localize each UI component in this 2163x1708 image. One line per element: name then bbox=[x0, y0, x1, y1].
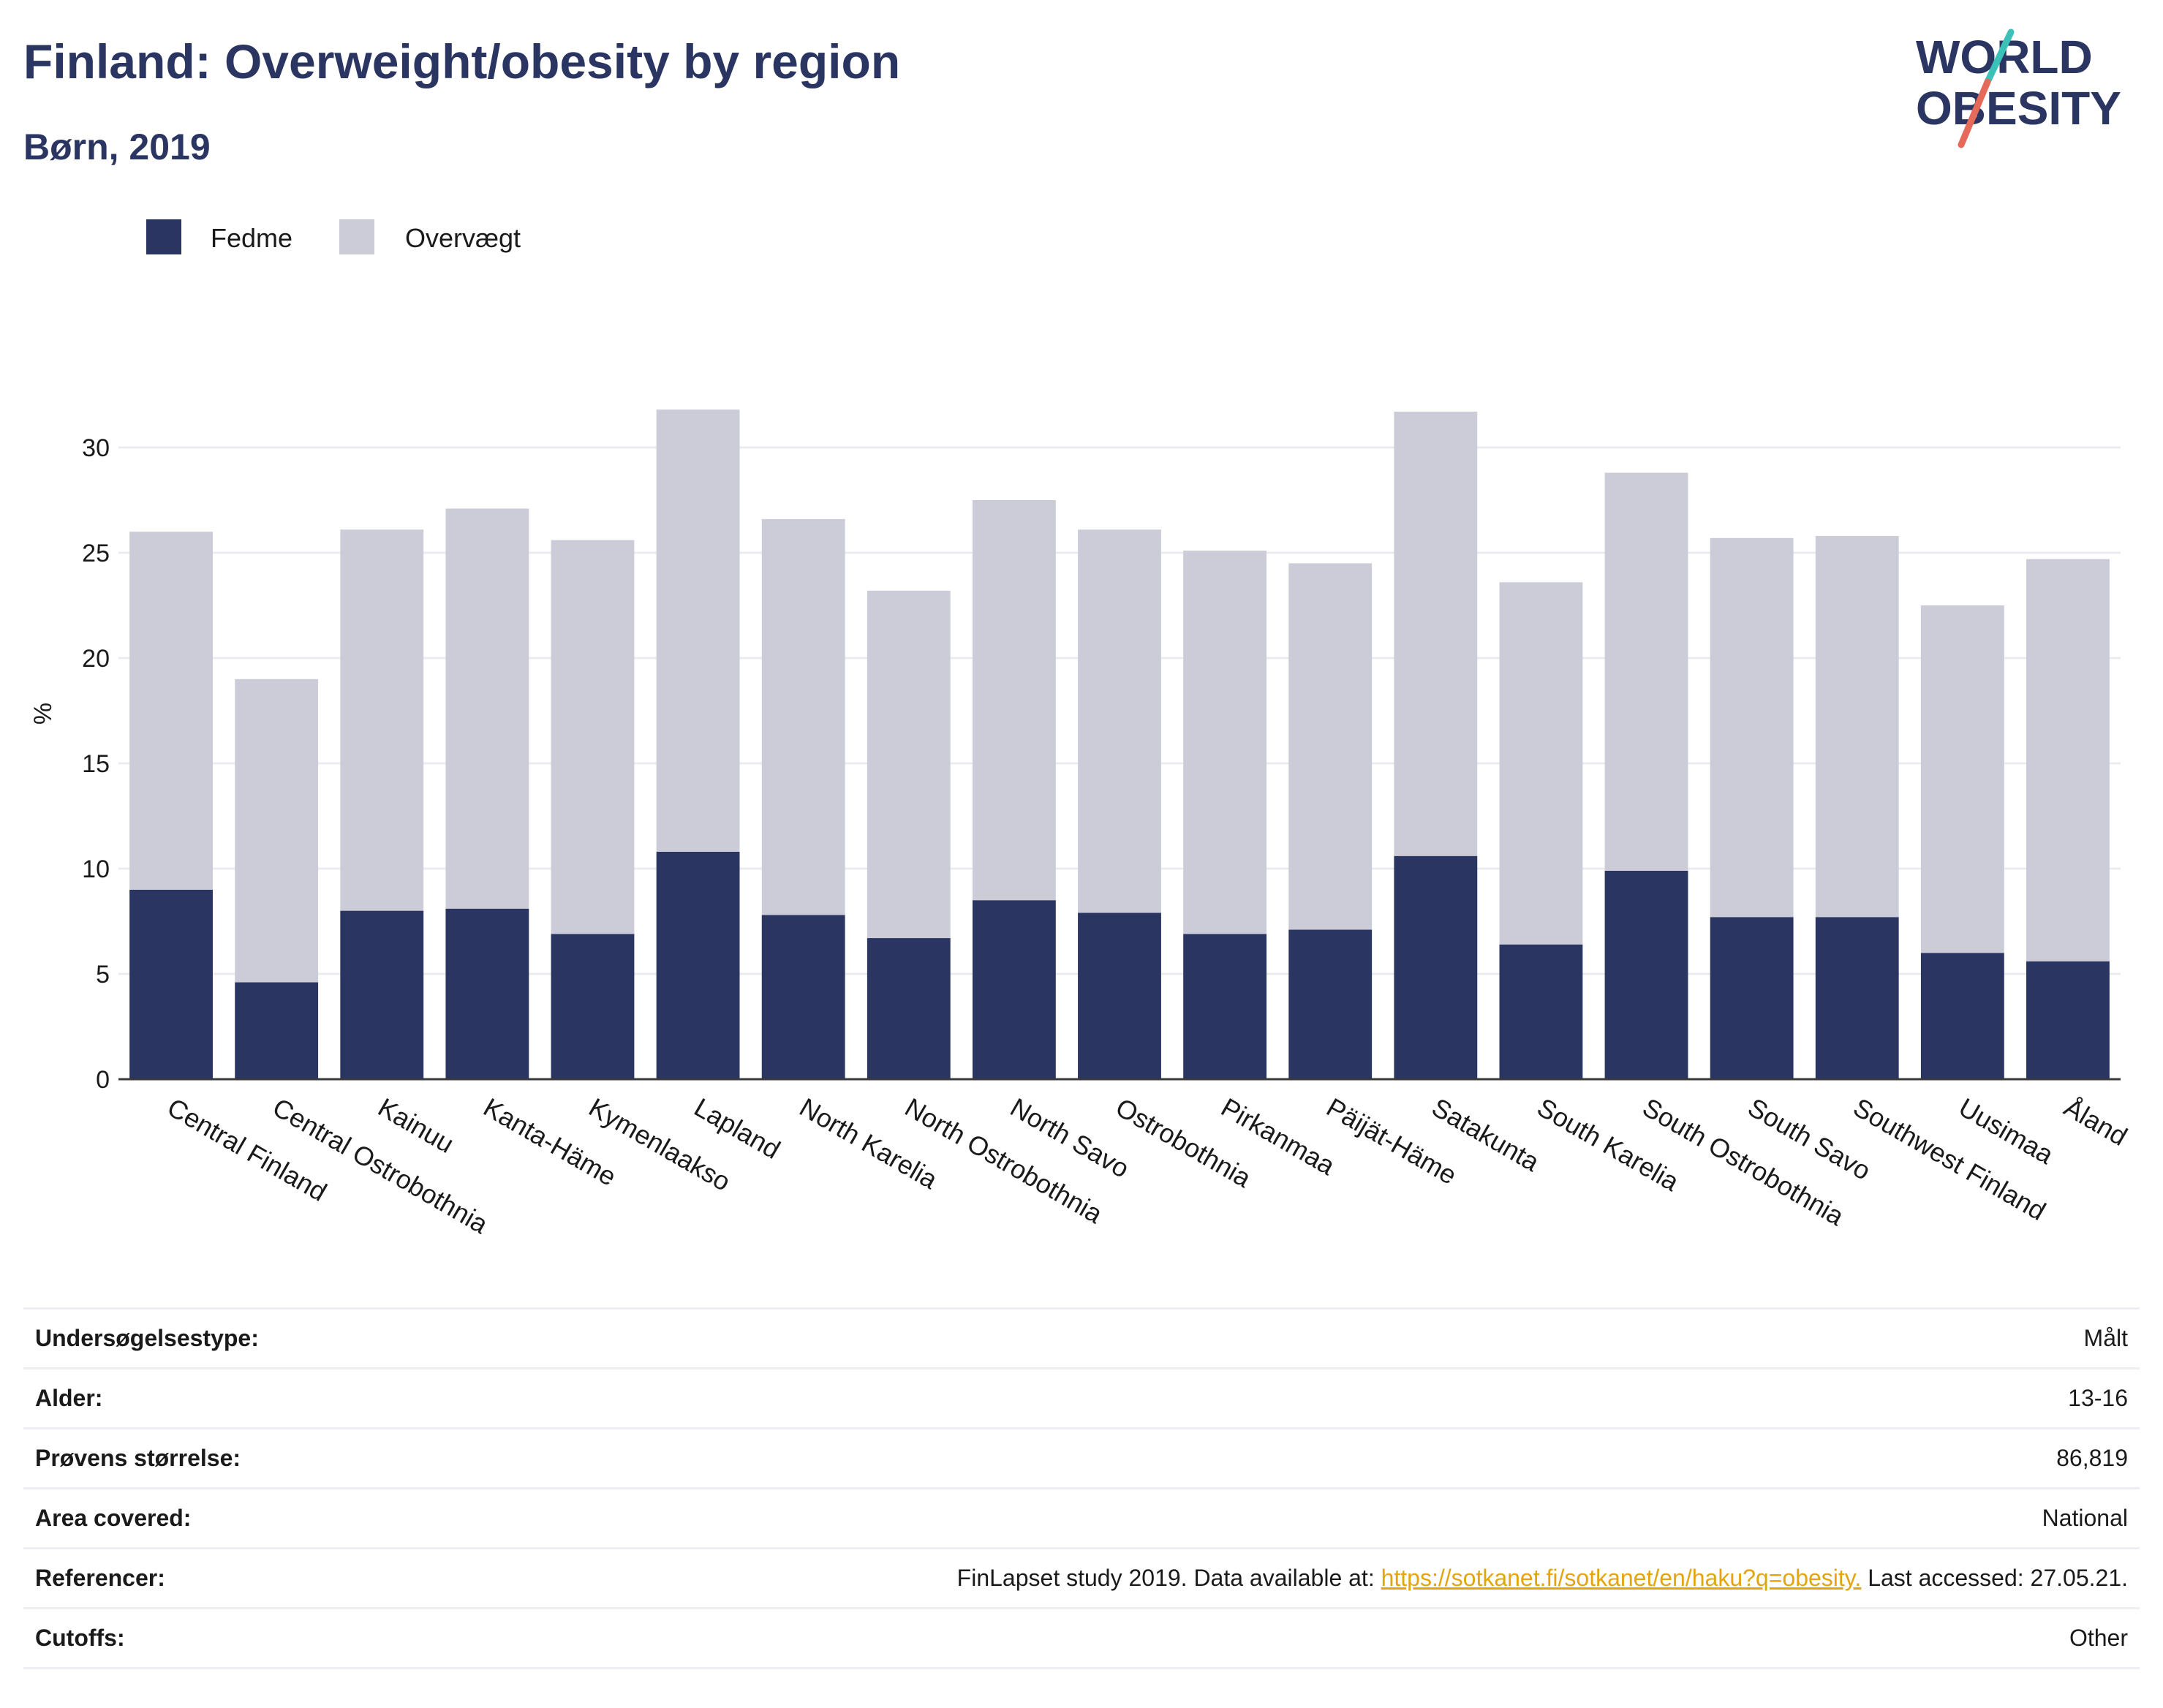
info-value: 86,819 bbox=[2056, 1445, 2128, 1471]
info-row-age: Alder: 13-16 bbox=[23, 1368, 2140, 1429]
bar-overvaegt bbox=[551, 540, 635, 934]
bar-fedme bbox=[235, 982, 319, 1079]
reference-accessed: Last accessed: 27.05.21. bbox=[1868, 1565, 2128, 1591]
bar-overvaegt bbox=[1920, 605, 2004, 953]
info-row-sample-size: Prøvens størrelse: 86,819 bbox=[23, 1428, 2140, 1489]
bar-fedme bbox=[656, 851, 740, 1079]
bar-overvaegt bbox=[1604, 472, 1688, 871]
bar-fedme bbox=[1288, 929, 1373, 1079]
bar-fedme bbox=[972, 900, 1056, 1079]
bar-overvaegt bbox=[235, 679, 319, 983]
bar-fedme bbox=[340, 910, 424, 1079]
bar-overvaegt bbox=[1499, 582, 1583, 945]
x-tick-label: North Ostrobothnia bbox=[900, 1092, 1109, 1229]
bar-overvaegt bbox=[129, 532, 213, 890]
bar-overvaegt bbox=[867, 590, 951, 939]
bar-overvaegt bbox=[1815, 535, 1899, 918]
x-tick-label: Åland bbox=[2059, 1092, 2132, 1152]
bars bbox=[129, 409, 2110, 1079]
bar-fedme bbox=[551, 934, 635, 1079]
bar-overvaegt bbox=[1078, 529, 1161, 913]
bar-fedme bbox=[1394, 855, 1478, 1079]
y-tick-label: 10 bbox=[82, 855, 110, 883]
bar-overvaegt bbox=[340, 529, 424, 911]
legend-swatch-fedme bbox=[146, 219, 181, 254]
svg-text:OBESITY: OBESITY bbox=[1916, 82, 2121, 135]
legend: Fedme Overvægt bbox=[146, 219, 521, 254]
bar-fedme bbox=[1183, 934, 1267, 1079]
y-tick-label: 30 bbox=[82, 434, 110, 462]
legend-label-overvaegt: Overvægt bbox=[405, 223, 521, 253]
info-row-area-covered: Area covered: National bbox=[23, 1488, 2140, 1549]
bar-fedme bbox=[2026, 961, 2110, 1079]
legend-swatch-overvaegt bbox=[339, 219, 374, 254]
y-tick-label: 5 bbox=[96, 961, 110, 989]
world-obesity-logo: WORLD OBESITY bbox=[1916, 29, 2121, 148]
reference-text: FinLapset study 2019. Data available at: bbox=[956, 1565, 1375, 1591]
bar-overvaegt bbox=[972, 500, 1056, 901]
info-key: Cutoffs: bbox=[35, 1625, 125, 1651]
info-key: Referencer: bbox=[35, 1565, 165, 1591]
y-tick-label: 15 bbox=[82, 750, 110, 778]
y-tick-label: 25 bbox=[82, 540, 110, 567]
survey-info-table: Undersøgelsestype: Målt Alder: 13-16 Prø… bbox=[23, 1307, 2140, 1669]
bar-overvaegt bbox=[2026, 559, 2110, 961]
bar-overvaegt bbox=[445, 508, 529, 909]
bar-overvaegt bbox=[1183, 551, 1267, 934]
bar-overvaegt bbox=[1288, 563, 1373, 930]
y-axis-label: % bbox=[29, 703, 57, 725]
y-tick-label: 0 bbox=[96, 1066, 110, 1094]
x-tick-label: Southwest Finland bbox=[1849, 1092, 2051, 1226]
info-key: Area covered: bbox=[35, 1505, 192, 1531]
info-value: FinLapset study 2019. Data available at:… bbox=[375, 1549, 2140, 1609]
x-tick-label: Kainuu bbox=[373, 1092, 459, 1159]
bar-fedme bbox=[867, 938, 951, 1079]
bar-fedme bbox=[1920, 953, 2004, 1079]
page-subtitle: Børn, 2019 bbox=[23, 126, 211, 167]
bar-fedme bbox=[1604, 870, 1688, 1079]
bar-overvaegt bbox=[1394, 412, 1478, 856]
bar-overvaegt bbox=[761, 518, 845, 915]
bar-fedme bbox=[1499, 944, 1583, 1079]
bar-fedme bbox=[761, 915, 845, 1079]
info-row-references: Referencer: FinLapset study 2019. Data a… bbox=[23, 1548, 2140, 1609]
reference-link[interactable]: https://sotkanet.fi/sotkanet/en/haku?q=o… bbox=[1381, 1565, 1862, 1591]
info-value: 13-16 bbox=[2068, 1385, 2128, 1411]
info-key: Alder: bbox=[35, 1385, 103, 1411]
page-title: Finland: Overweight/obesity by region bbox=[23, 34, 901, 88]
info-key: Prøvens størrelse: bbox=[35, 1445, 241, 1471]
info-row-cutoffs: Cutoffs: Other bbox=[23, 1608, 2140, 1669]
bar-fedme bbox=[1078, 912, 1161, 1079]
info-value: Målt bbox=[2083, 1325, 2128, 1351]
svg-text:WORLD: WORLD bbox=[1916, 31, 2093, 83]
y-tick-label: 20 bbox=[82, 645, 110, 673]
bar-fedme bbox=[1815, 917, 1899, 1079]
info-row-survey-type: Undersøgelsestype: Målt bbox=[23, 1308, 2140, 1369]
info-key: Undersøgelsestype: bbox=[35, 1325, 259, 1351]
bar-fedme bbox=[1710, 917, 1794, 1079]
bar-overvaegt bbox=[1710, 537, 1794, 918]
bar-fedme bbox=[445, 908, 529, 1079]
legend-label-fedme: Fedme bbox=[211, 223, 292, 253]
bar-overvaegt bbox=[656, 409, 740, 852]
info-value: National bbox=[2042, 1505, 2128, 1531]
bar-fedme bbox=[129, 889, 213, 1079]
info-value: Other bbox=[2069, 1625, 2128, 1651]
